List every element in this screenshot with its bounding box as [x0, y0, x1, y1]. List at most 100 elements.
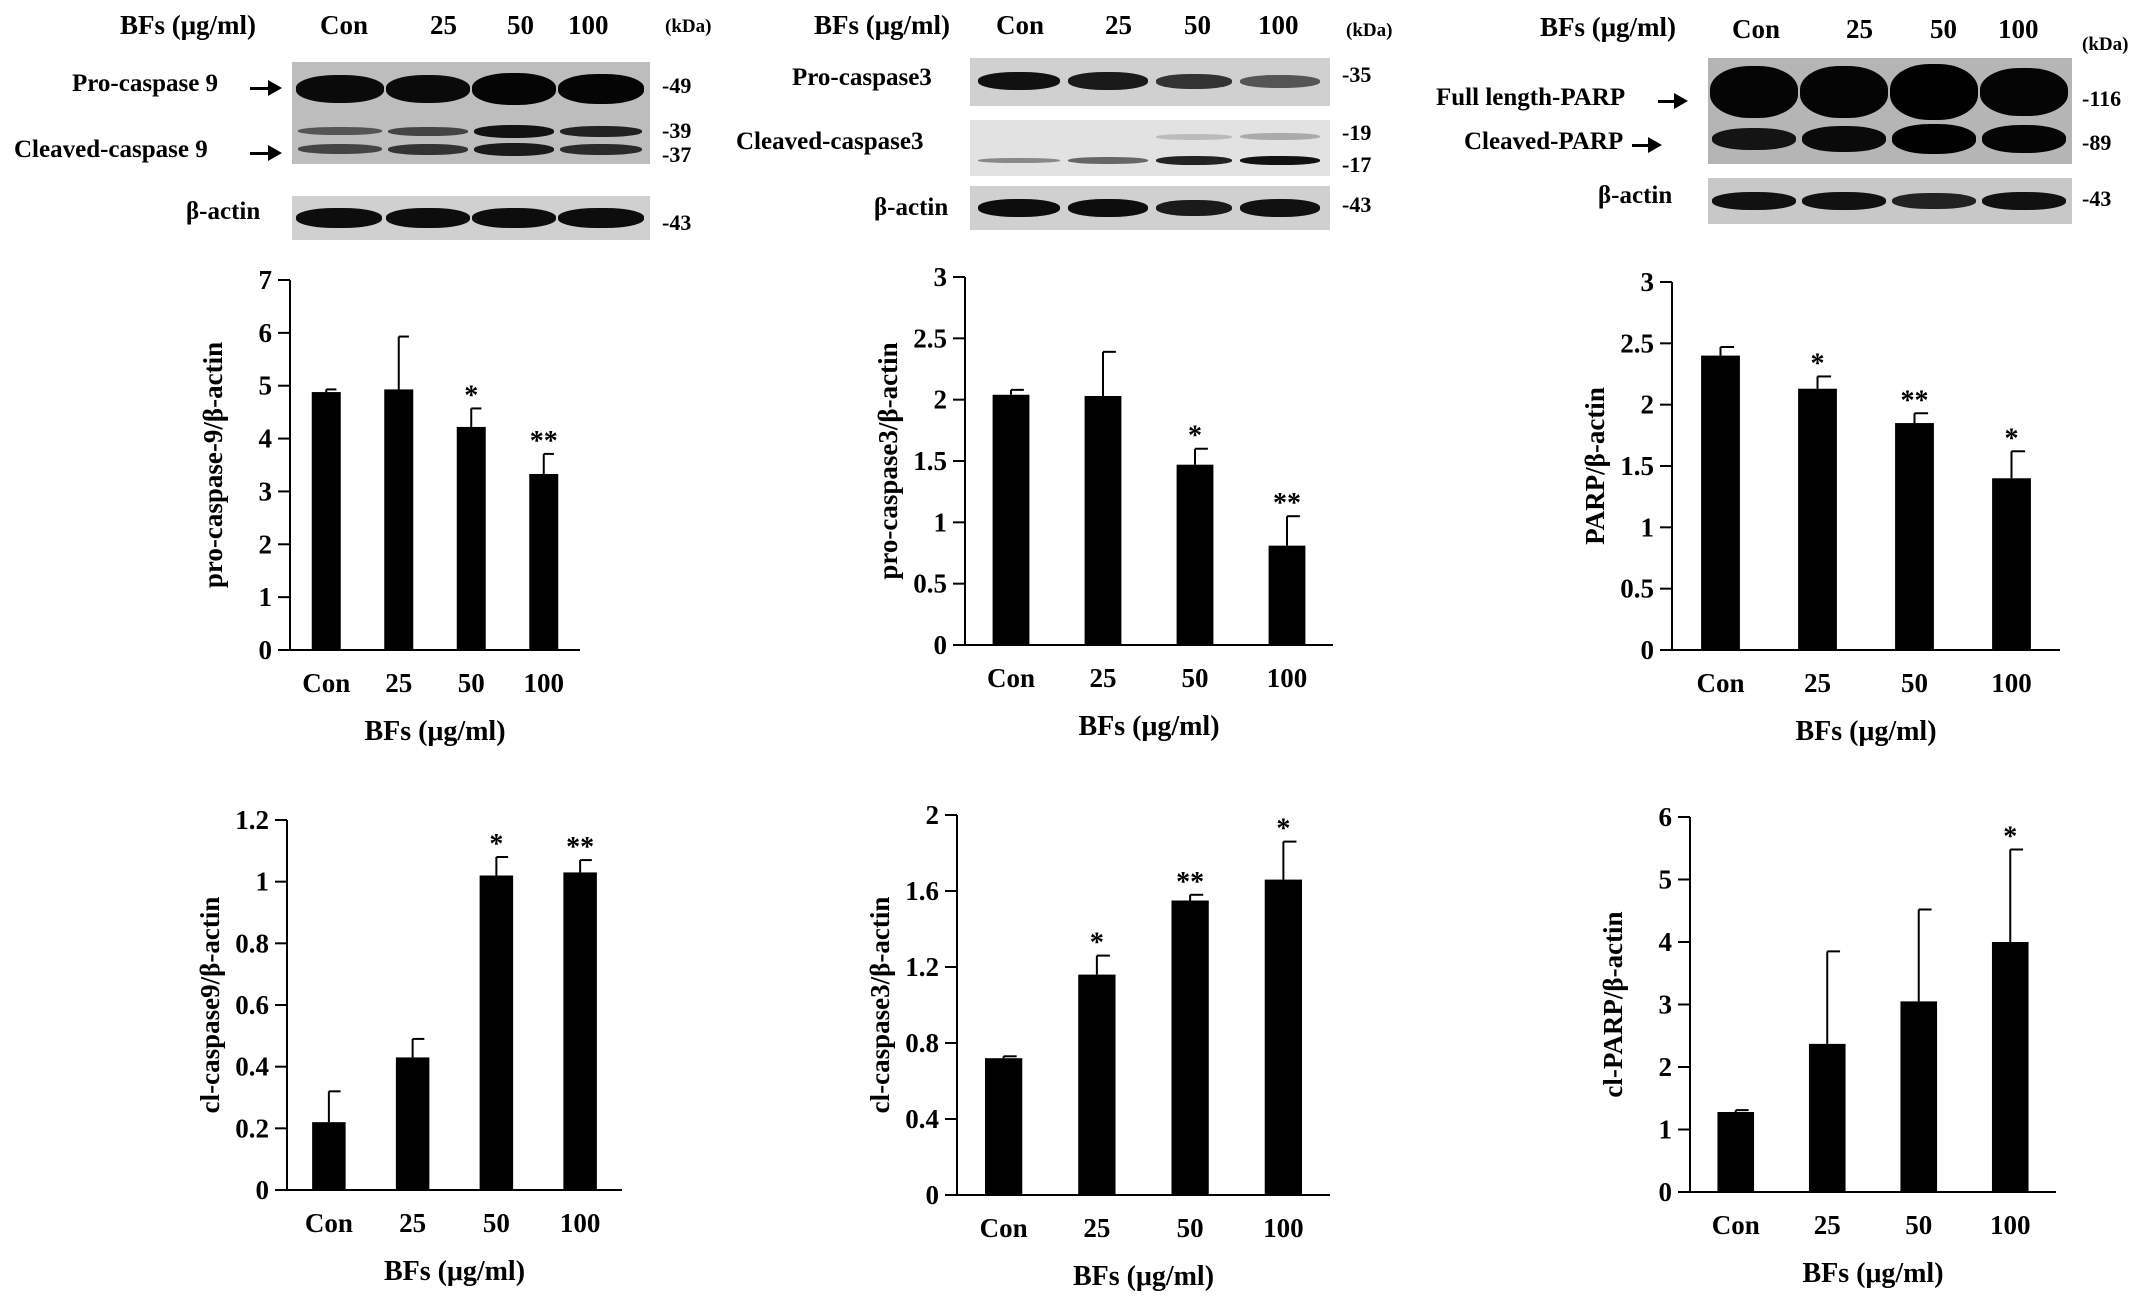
arrow-icon — [250, 80, 282, 96]
significance-marker: * — [2005, 423, 2019, 454]
blot-row-label: Cleaved-PARP — [1464, 128, 1624, 155]
mw-marker: -17 — [1342, 152, 1372, 177]
bar — [1264, 879, 1303, 1195]
x-axis-title: BFs (μg/ml) — [364, 716, 505, 747]
band-actin — [296, 208, 382, 228]
band-actin — [386, 208, 470, 228]
significance-marker: * — [1090, 928, 1104, 959]
y-tick-label: 2 — [259, 529, 273, 559]
x-tick-label: 25 — [399, 1208, 426, 1238]
y-tick-label: 7 — [259, 265, 273, 295]
y-tick-label: 3 — [1641, 267, 1655, 297]
band-cleaved-caspase9-37 — [388, 144, 468, 155]
x-tick-label: 50 — [483, 1208, 510, 1238]
mw-marker: -116 — [2082, 86, 2122, 111]
bar — [1268, 545, 1306, 645]
blot-row-label: β-actin — [1598, 182, 1673, 209]
band-actin — [558, 208, 644, 228]
y-tick-label: 5 — [1659, 865, 1673, 895]
blot-panel-caspase3: BFs (μg/ml) Con 25 50 100 (kDa) Pro-casp… — [720, 0, 1420, 250]
lane-label: 100 — [568, 10, 609, 40]
x-tick-label: 100 — [1267, 663, 1308, 693]
blot-row-label: Cleaved-caspase3 — [736, 128, 924, 155]
x-tick-label: 25 — [1804, 668, 1831, 698]
y-tick-label: 2 — [926, 800, 940, 830]
lane-label: Con — [996, 10, 1045, 40]
y-tick-label: 1 — [259, 582, 273, 612]
x-tick-label: Con — [987, 663, 1035, 693]
y-tick-label: 2.5 — [913, 323, 947, 353]
band-cleaved-caspase9-39 — [560, 126, 642, 137]
mw-marker: -43 — [662, 210, 692, 235]
x-axis-title: BFs (μg/ml) — [1073, 1261, 1214, 1292]
gel-actin-1 — [292, 196, 650, 240]
y-tick-label: 0 — [256, 1175, 270, 1205]
bar — [479, 875, 514, 1190]
kda-label: (kDa) — [665, 16, 712, 37]
y-tick-label: 3 — [259, 476, 273, 506]
y-tick-label: 0.4 — [235, 1052, 269, 1082]
y-axis-title: pro-caspase3/β-actin — [873, 342, 903, 579]
lane-label: 100 — [1998, 14, 2039, 44]
band-full-length-parp — [1710, 66, 1798, 118]
y-tick-label: 0.4 — [905, 1104, 939, 1134]
y-tick-label: 0 — [934, 630, 948, 660]
bar — [1701, 355, 1740, 650]
significance-marker: ** — [566, 832, 594, 863]
band-actin — [1156, 200, 1232, 216]
blot-treatment-label: BFs (μg/ml) — [120, 10, 257, 40]
blot-row-label: Pro-caspase3 — [792, 64, 932, 91]
band-pro-caspase9 — [386, 75, 470, 103]
y-tick-label: 2 — [1641, 390, 1655, 420]
y-tick-label: 2 — [934, 385, 948, 415]
y-tick-label: 0 — [259, 635, 273, 665]
y-tick-label: 0.6 — [235, 990, 269, 1020]
y-tick-label: 0 — [1641, 635, 1655, 665]
arrow-icon — [1658, 93, 1688, 109]
y-tick-label: 4 — [1659, 927, 1673, 957]
blot-panel-parp: BFs (μg/ml) Con 25 50 100 (kDa) Full len… — [1420, 0, 2150, 250]
bar — [1717, 1112, 1755, 1192]
y-tick-label: 1.5 — [913, 446, 947, 476]
band-pro-caspase9 — [296, 75, 384, 103]
blot-row-label: Pro-caspase 9 — [72, 70, 219, 97]
mw-marker: -43 — [2082, 186, 2112, 211]
x-tick-label: 25 — [385, 668, 412, 698]
bar — [1991, 942, 2029, 1192]
gel-caspase9 — [292, 62, 650, 164]
significance-marker: ** — [1273, 488, 1301, 519]
bar — [529, 473, 559, 650]
blot-row-label: β-actin — [186, 198, 261, 225]
arrow-icon — [250, 145, 282, 161]
significance-marker: * — [1188, 421, 1202, 452]
y-axis-title: cl-PARP/β-actin — [1598, 911, 1628, 1097]
lane-label: Con — [1732, 14, 1781, 44]
bar — [984, 1058, 1023, 1195]
bar — [1078, 974, 1116, 1195]
band-cleaved-caspase9-39 — [474, 125, 554, 138]
significance-marker: * — [2003, 822, 2017, 853]
band-cleaved-caspase3-17 — [1068, 157, 1148, 164]
y-tick-label: 1.2 — [905, 952, 939, 982]
band-cleaved-parp — [1802, 126, 1886, 152]
x-tick-label: 25 — [1083, 1213, 1110, 1243]
band-cleaved-caspase3-17 — [1156, 156, 1232, 165]
y-tick-label: 3 — [1659, 990, 1673, 1020]
mw-marker: -37 — [662, 142, 692, 167]
bar — [1895, 423, 1934, 650]
significance-marker: * — [489, 829, 503, 860]
x-tick-label: 100 — [560, 1208, 601, 1238]
y-tick-label: 3 — [934, 262, 948, 292]
y-tick-label: 0.5 — [1620, 574, 1654, 604]
y-tick-label: 5 — [259, 371, 273, 401]
y-tick-label: 6 — [259, 318, 273, 348]
x-axis-title: BFs (μg/ml) — [1795, 716, 1936, 747]
bar — [1171, 900, 1209, 1195]
x-tick-label: 50 — [1901, 668, 1928, 698]
mw-marker: -19 — [1342, 120, 1372, 145]
band-cleaved-parp — [1892, 124, 1976, 154]
mw-marker: -43 — [1342, 192, 1372, 217]
